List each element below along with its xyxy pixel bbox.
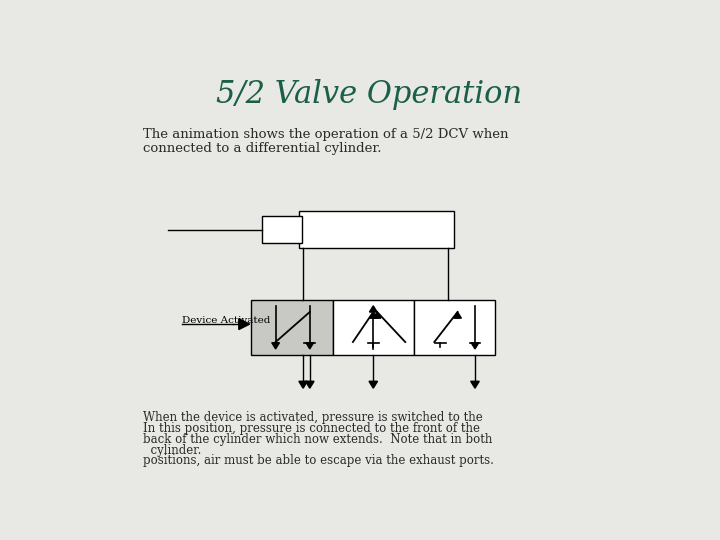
Text: The animation shows the operation of a 5/2 DCV when: The animation shows the operation of a 5…	[143, 128, 508, 141]
Text: When the device is activated, pressure is switched to the: When the device is activated, pressure i…	[143, 411, 482, 424]
Bar	[262, 217, 302, 242]
Polygon shape	[454, 312, 462, 318]
Text: cylinder.: cylinder.	[143, 444, 201, 457]
Text: positions, air must be able to escape via the exhaust ports.: positions, air must be able to escape vi…	[143, 455, 494, 468]
Polygon shape	[373, 312, 381, 318]
Bar	[414, 300, 495, 355]
Bar	[251, 300, 333, 355]
Polygon shape	[306, 343, 314, 349]
Text: 5/2 Valve Operation: 5/2 Valve Operation	[216, 78, 522, 110]
Bar	[300, 211, 454, 248]
Polygon shape	[299, 381, 307, 388]
Polygon shape	[471, 343, 479, 349]
Polygon shape	[471, 381, 480, 388]
Text: Device Activated: Device Activated	[182, 316, 271, 325]
Text: connected to a differential cylinder.: connected to a differential cylinder.	[143, 142, 381, 155]
Polygon shape	[271, 343, 279, 349]
Bar	[333, 300, 414, 355]
Polygon shape	[369, 381, 377, 388]
Text: In this position, pressure is connected to the front of the: In this position, pressure is connected …	[143, 422, 480, 435]
Polygon shape	[369, 312, 377, 318]
Text: back of the cylinder which now extends.  Note that in both: back of the cylinder which now extends. …	[143, 433, 492, 446]
Polygon shape	[305, 381, 314, 388]
Polygon shape	[239, 319, 250, 329]
Polygon shape	[369, 306, 377, 312]
